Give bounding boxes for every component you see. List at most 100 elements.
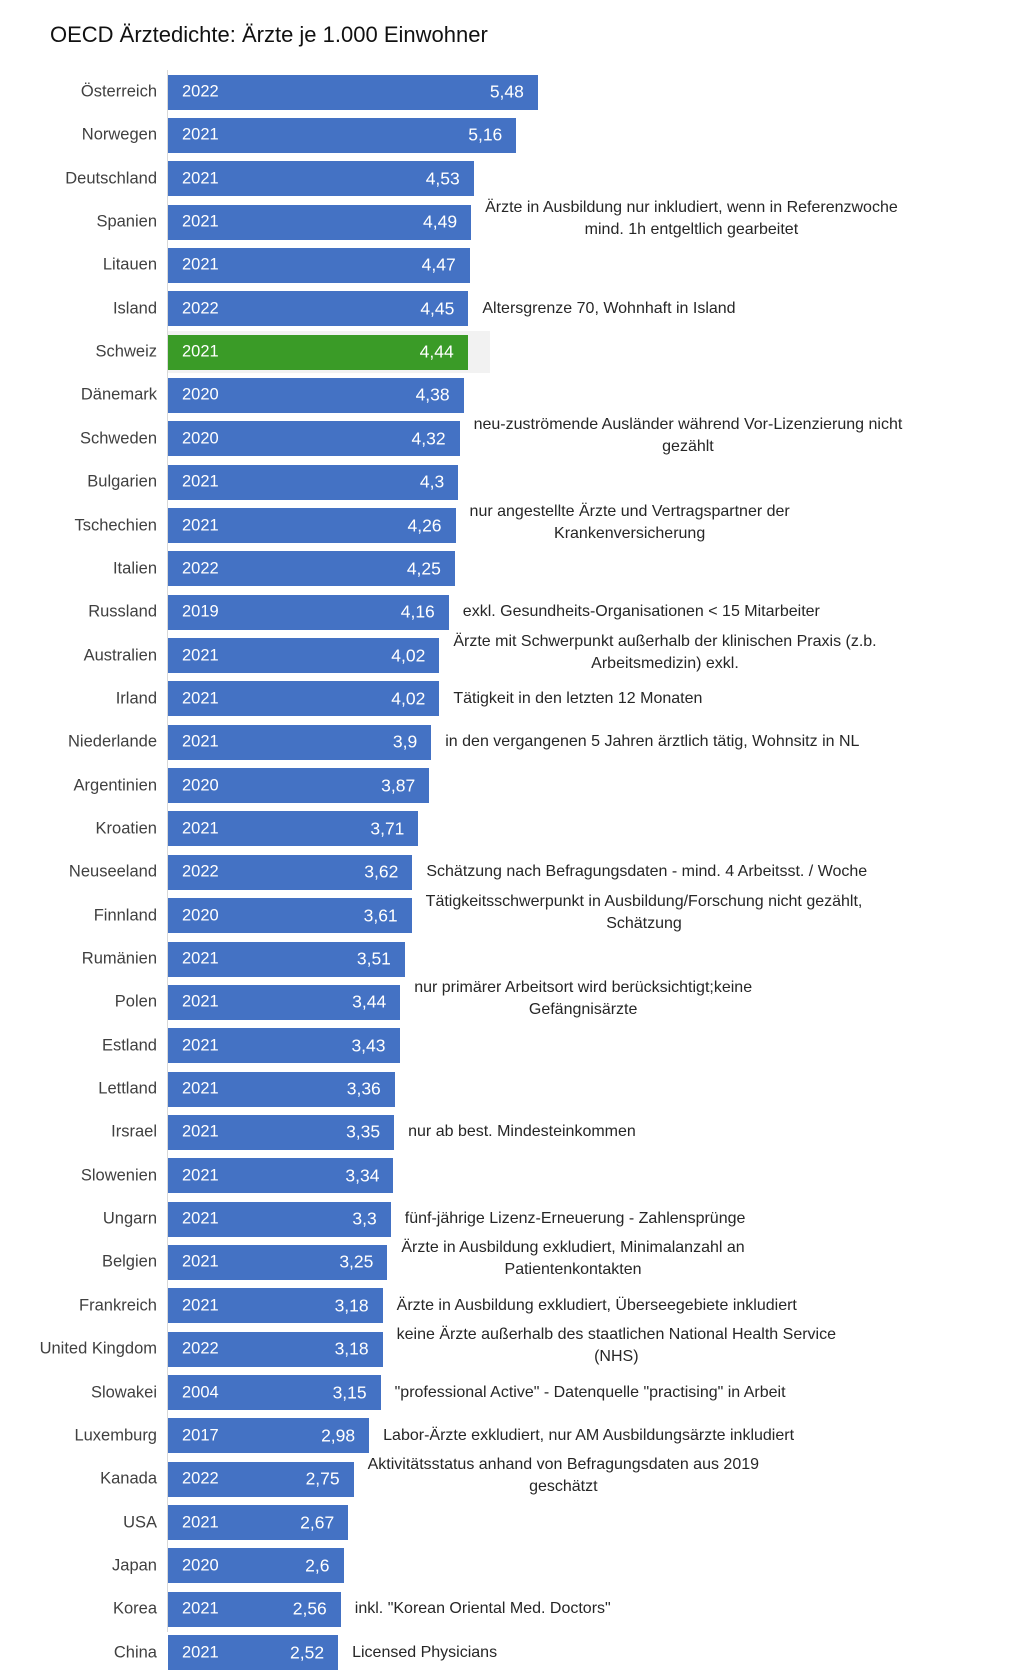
bar-value-label: 4,38 <box>415 384 450 405</box>
bar-year-label: 2021 <box>182 1209 219 1228</box>
bar-year-label: 2021 <box>182 1252 219 1271</box>
country-label: Deutschland <box>65 169 157 188</box>
bar: 2022 3,18 <box>168 1331 383 1367</box>
bar-value-label: 4,45 <box>420 298 455 319</box>
bar-note: Tätigkeit in den letzten 12 Monaten <box>453 689 703 707</box>
bar: 2019 4,16 <box>168 594 449 630</box>
bar: 2021 4,26 <box>168 508 456 543</box>
country-label: Frankreich <box>79 1296 157 1315</box>
bar: 2021 5,16 <box>168 117 517 153</box>
country-label: Luxemburg <box>74 1426 157 1445</box>
bar-year-label: 2021 <box>182 125 219 144</box>
country-label: Lettland <box>98 1079 157 1098</box>
bar: 2021 3,71 <box>168 811 419 847</box>
bar-year-label: 2021 <box>182 342 219 361</box>
country-label: Slowakei <box>90 1383 157 1401</box>
country-label: Irsrael <box>111 1122 157 1141</box>
bar: 2021 3,25 <box>168 1244 388 1280</box>
bar-year-label: 2022 <box>182 1339 219 1358</box>
bar-note: Ärzte in Ausbildung nur inkludiert, wenn… <box>485 199 898 239</box>
bar: 2021 2,56 <box>168 1591 341 1627</box>
bar: 2021 3,34 <box>168 1158 394 1194</box>
category-axis-line <box>167 70 168 1632</box>
bar-value-label: 4,49 <box>423 211 458 232</box>
bar-value-label: 3,25 <box>339 1251 374 1272</box>
bar-year-label: 2021 <box>182 646 219 665</box>
bar: 2022 3,62 <box>168 854 413 890</box>
bar-year-label: 2020 <box>182 385 219 404</box>
bar-value-label: 3,51 <box>356 948 391 969</box>
bar-year-label: 2021 <box>182 1643 219 1662</box>
bar-value-label: 4,02 <box>391 645 426 666</box>
bar-year-label: 2022 <box>182 862 219 881</box>
country-label: Norwegen <box>81 125 157 144</box>
bar-year-label: 2022 <box>182 1469 219 1488</box>
bar-value-label: 3,44 <box>352 991 387 1012</box>
bar: 2022 2,75 <box>168 1461 354 1497</box>
country-label: Irland <box>115 689 157 708</box>
bar: 2021 4,02 <box>168 638 440 674</box>
bar-year-label: 2021 <box>182 255 219 274</box>
bar: 2021 4,49 <box>168 204 472 240</box>
bar: 2021 3,9 <box>168 724 432 760</box>
bar-value-label: 3,87 <box>381 775 416 796</box>
bar-value-label: 3,18 <box>334 1338 369 1359</box>
bar-year-label: 2022 <box>182 559 219 578</box>
bar-year-label: 2021 <box>182 1296 219 1315</box>
bar-value-label: 4,02 <box>391 688 426 709</box>
bar-year-label: 2021 <box>182 1122 219 1141</box>
bar-note: keine Ärzte außerhalb des staatlichen Na… <box>396 1326 836 1366</box>
country-label: Schweiz <box>95 342 157 361</box>
bar-year-label: 2021 <box>182 992 219 1011</box>
bar-year-label: 2021 <box>182 732 219 751</box>
bar-year-label: 2020 <box>182 906 219 925</box>
country-label: Argentinien <box>73 776 157 795</box>
country-label: USA <box>123 1513 157 1532</box>
bar: 2021 3,36 <box>168 1071 395 1107</box>
bar-value-label: 3,15 <box>332 1382 367 1402</box>
bar-value-label: 2,67 <box>300 1512 335 1533</box>
bar-note: Labor-Ärzte exkludiert, nur AM Ausbildun… <box>383 1426 795 1444</box>
bar-value-label: 2,98 <box>321 1425 356 1446</box>
bar-note: Ärzte in Ausbildung exkludiert, Minimala… <box>401 1239 745 1279</box>
bar-value-label: 3,43 <box>351 1035 386 1056</box>
bar: 2021 2,67 <box>168 1505 349 1541</box>
country-label: Schweden <box>79 429 157 448</box>
country-label: Japan <box>112 1556 157 1575</box>
country-label: Estland <box>101 1036 157 1055</box>
country-label: Slowenien <box>80 1166 157 1185</box>
bar: 2022 4,25 <box>168 551 455 587</box>
country-label: Russland <box>88 602 157 621</box>
bar: 2021 3,43 <box>168 1028 400 1064</box>
bar-value-label: 4,32 <box>411 428 446 449</box>
bar-note: nur angestellte Ärzte und Vertragspartne… <box>469 502 790 542</box>
country-label: Ungarn <box>102 1209 157 1228</box>
country-label: Italien <box>112 559 157 578</box>
country-label: Polen <box>114 992 157 1011</box>
bar: 2021 4,47 <box>168 247 470 283</box>
bar-value-label: 4,47 <box>421 254 456 275</box>
bar-note: Licensed Physicians <box>352 1643 498 1661</box>
bar-note: "professional Active" - Datenquelle "pra… <box>394 1383 786 1401</box>
bar-note: exkl. Gesundheits-Organisationen < 15 Mi… <box>462 603 820 621</box>
bar-year-label: 2017 <box>182 1426 219 1445</box>
bar-value-label: 4,3 <box>419 471 445 492</box>
country-label: Island <box>112 299 157 318</box>
bar-note: fünf-jährige Lizenz-Erneuerung - Zahlens… <box>404 1210 746 1228</box>
country-label: Dänemark <box>80 385 157 404</box>
bar-year-label: 2021 <box>182 516 219 534</box>
bar-year-label: 2022 <box>182 299 219 318</box>
bar-year-label: 2021 <box>182 1599 219 1618</box>
bar: 2021 4,3 <box>168 464 459 500</box>
bar: 2004 3,15 <box>168 1375 381 1410</box>
bar-year-label: 2021 <box>182 819 219 838</box>
country-label: Litauen <box>102 255 157 274</box>
country-label: Niederlande <box>68 732 157 751</box>
bar-value-label: 3,61 <box>363 905 398 926</box>
country-label: Finnland <box>93 906 157 925</box>
bar-value-label: 4,53 <box>425 168 460 189</box>
bar-year-label: 2021 <box>182 1079 219 1098</box>
country-label: Australien <box>83 646 157 665</box>
bar-value-label: 5,16 <box>468 124 503 145</box>
